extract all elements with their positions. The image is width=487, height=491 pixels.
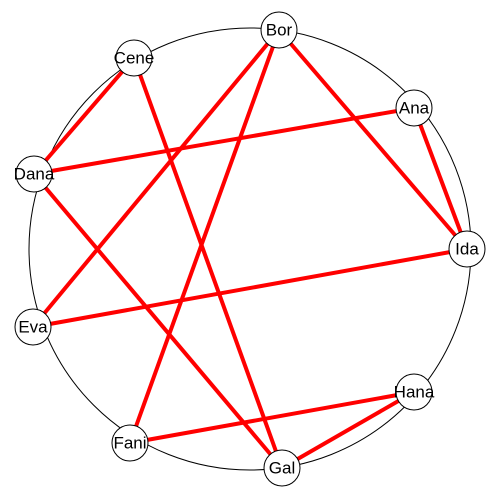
edge — [31, 28, 281, 329]
edge — [128, 29, 281, 444]
node-label: Fani — [113, 433, 146, 452]
edge — [281, 390, 415, 470]
edges — [31, 28, 469, 470]
node — [448, 230, 486, 268]
node-label: Ana — [399, 98, 430, 117]
node-label: Gal — [269, 458, 295, 477]
node-label: Cene — [114, 48, 155, 67]
edge — [32, 172, 284, 470]
edge — [277, 28, 469, 251]
node — [111, 424, 149, 462]
edge — [32, 56, 136, 176]
node-label: Bor — [266, 20, 293, 39]
node — [115, 39, 153, 77]
node — [263, 449, 301, 487]
edge — [132, 57, 284, 469]
node-label: Hana — [394, 382, 435, 401]
node-label: Eva — [18, 317, 48, 336]
nodes: Bor Cene Ana Dana Ida Eva Hana Fani Gal — [14, 11, 486, 487]
edge — [33, 106, 415, 176]
node — [14, 308, 52, 346]
edge — [32, 247, 468, 329]
edge — [129, 390, 415, 445]
node-label: Ida — [455, 239, 479, 258]
node — [395, 373, 433, 411]
edge — [412, 107, 469, 250]
node — [395, 89, 433, 127]
node — [260, 11, 298, 49]
node — [15, 155, 53, 193]
node-label: Dana — [14, 164, 55, 183]
